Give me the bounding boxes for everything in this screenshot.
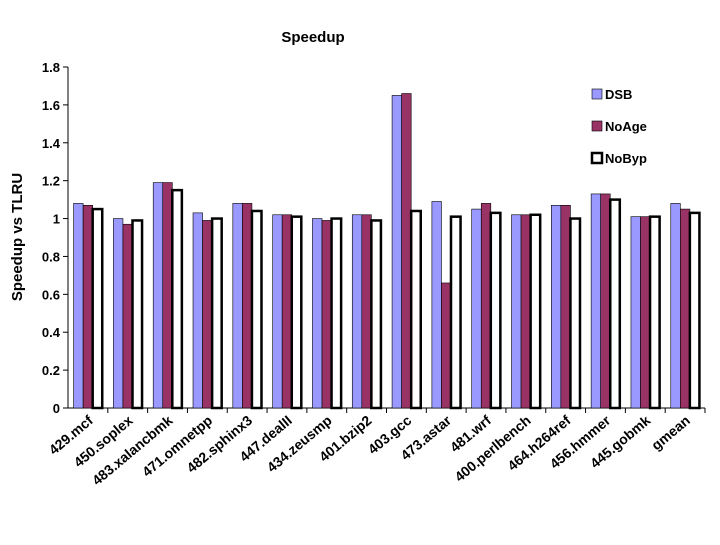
y-tick-label: 1.6 <box>42 98 60 113</box>
bar <box>431 201 442 409</box>
bar <box>330 217 343 410</box>
bar <box>449 215 462 410</box>
bar <box>113 218 124 409</box>
bar <box>131 219 144 410</box>
y-tick-label: 1 <box>53 212 60 227</box>
bar <box>391 95 402 409</box>
bar <box>242 203 253 409</box>
bar <box>511 214 522 409</box>
bar <box>232 203 243 409</box>
bar <box>351 214 363 409</box>
bar <box>600 193 611 409</box>
bar <box>250 209 263 410</box>
bar <box>361 214 372 409</box>
bar <box>73 203 84 409</box>
legend-label: DSB <box>605 87 632 102</box>
y-tick-label: 1.2 <box>42 174 60 189</box>
bar <box>370 219 383 410</box>
bar <box>529 213 542 410</box>
bar <box>680 208 691 409</box>
bar <box>640 216 651 409</box>
bar <box>608 198 622 410</box>
bar <box>480 203 492 409</box>
bar <box>312 218 323 409</box>
legend-swatch <box>591 88 603 100</box>
legend-swatch <box>591 120 603 132</box>
y-tick-label: 0.6 <box>42 287 60 302</box>
y-axis-title: Speedup vs TLRU <box>9 173 26 301</box>
y-tick-label: 0.8 <box>42 249 60 264</box>
bar <box>551 204 562 409</box>
legend-label: NoByp <box>605 151 647 166</box>
bar <box>202 220 213 409</box>
bar <box>401 93 412 409</box>
bar <box>560 204 571 409</box>
bar <box>441 282 452 409</box>
bar <box>670 203 681 409</box>
legend-swatch <box>590 151 604 165</box>
bar <box>272 214 283 409</box>
bar <box>122 223 133 409</box>
y-tick-label: 1.4 <box>42 136 61 151</box>
bar <box>290 215 303 410</box>
bar <box>82 204 93 409</box>
bar <box>321 220 332 409</box>
bar <box>409 209 422 410</box>
bar <box>192 212 203 409</box>
bar <box>91 207 104 410</box>
bar <box>171 188 184 410</box>
bar <box>489 211 502 410</box>
bar <box>590 193 601 409</box>
y-tick-label: 0.2 <box>42 363 60 378</box>
bar <box>162 182 173 409</box>
y-tick-label: 0 <box>53 401 60 416</box>
bar <box>688 211 701 410</box>
chart-title: Speedup <box>281 29 344 46</box>
bar <box>648 215 661 410</box>
x-tick-label: gmean <box>648 412 693 453</box>
bar <box>152 182 164 409</box>
y-tick-label: 1.8 <box>42 60 60 75</box>
bar <box>471 208 482 409</box>
bar <box>569 217 582 410</box>
bar <box>281 214 293 409</box>
bar <box>210 217 223 410</box>
y-tick-label: 0.4 <box>42 325 61 340</box>
legend-label: NoAge <box>605 119 647 134</box>
bar <box>520 214 531 409</box>
bar <box>630 216 641 409</box>
